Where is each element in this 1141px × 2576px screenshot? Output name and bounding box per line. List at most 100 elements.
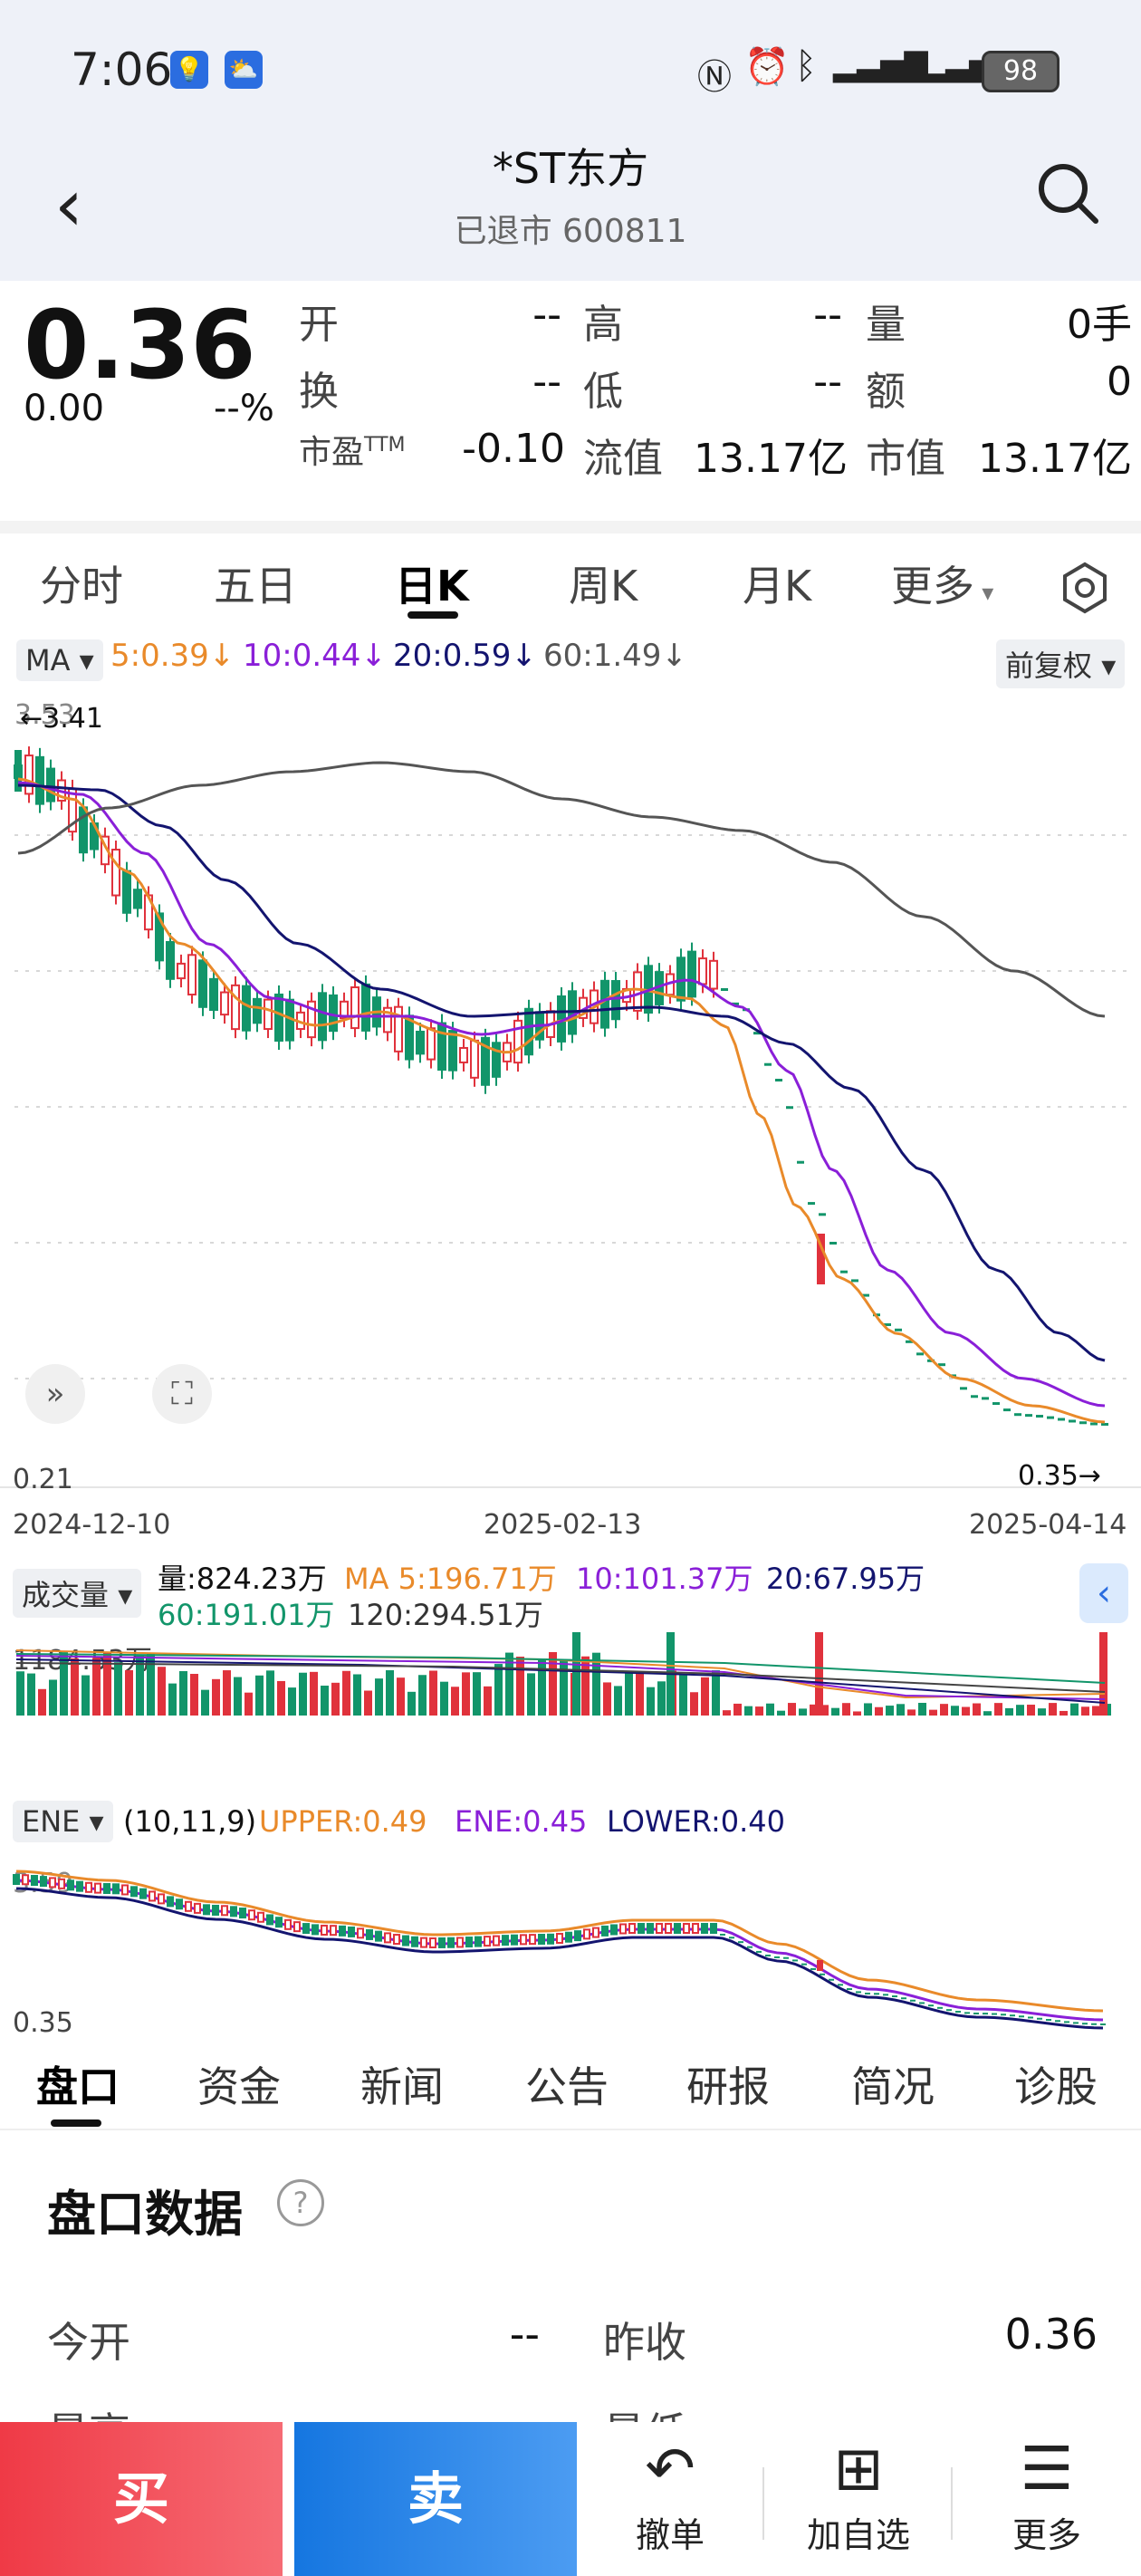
tab-news[interactable]: 新闻 <box>360 2062 444 2111</box>
ene-candle <box>85 1881 92 1893</box>
ma10-line <box>17 781 1106 1408</box>
low-label: 低 <box>583 369 623 415</box>
ene-candle <box>339 1925 346 1937</box>
volume-bar <box>918 1703 926 1716</box>
volume-bar <box>375 1678 383 1716</box>
ene-lower: LOWER:0.40 <box>607 1804 786 1839</box>
ene-candle <box>665 1923 672 1934</box>
tab-more[interactable]: 更多 ▾ <box>891 562 994 610</box>
volume-ma60: 60:191.01万 <box>158 1598 335 1632</box>
ene-candle <box>293 1921 301 1933</box>
volume-bar <box>572 1632 580 1716</box>
tab-intraday[interactable]: 分时 <box>40 562 123 610</box>
tab-weekly-k[interactable]: 周K <box>569 562 638 610</box>
candle-doji <box>906 1340 913 1343</box>
candle-body <box>177 962 186 980</box>
ene-candle <box>375 1930 382 1942</box>
ene-candle <box>22 1874 29 1886</box>
volume-bar <box>723 1710 731 1716</box>
expand-chart-icon[interactable]: » <box>25 1364 85 1424</box>
ene-candle <box>366 1928 373 1940</box>
volume-bar <box>1081 1706 1089 1716</box>
period-tabs: 分时 五日 日K 周K 月K 更多 ▾ <box>0 521 1141 633</box>
ene-selector[interactable]: ENE ▾ <box>13 1801 113 1842</box>
volume-bar <box>1070 1703 1079 1716</box>
volume-selector[interactable]: 成交量 ▾ <box>13 1569 142 1618</box>
ene-candle <box>865 1992 870 1994</box>
tab-orderbook[interactable]: 盘口 <box>36 2062 120 2111</box>
buy-button[interactable]: 买 <box>0 2422 283 2576</box>
candle-doji <box>1003 1408 1011 1412</box>
volume-bar <box>364 1690 372 1716</box>
ene-candle <box>838 1984 843 1986</box>
candle-body <box>231 984 240 1031</box>
search-icon[interactable] <box>1032 158 1105 230</box>
volume-bar <box>1016 1705 1024 1716</box>
ene-candle <box>302 1923 310 1935</box>
candle-body <box>111 849 120 897</box>
settings-icon[interactable] <box>1058 561 1112 615</box>
tab-monthly-k[interactable]: 月K <box>743 562 812 610</box>
ene-candle <box>185 1900 192 1912</box>
ene-candle <box>284 1918 292 1930</box>
volume-bar <box>799 1708 807 1716</box>
back-button[interactable]: ‹ <box>54 163 83 247</box>
volume-bar <box>886 1706 894 1716</box>
stock-title: *ST东方 <box>492 144 649 193</box>
ene-upper: UPPER:0.49 <box>259 1804 427 1839</box>
tab-research[interactable]: 研报 <box>686 2062 770 2111</box>
ma-selector[interactable]: MA ▾ <box>16 639 103 681</box>
collapse-panel-icon[interactable]: ‹ <box>1079 1563 1128 1623</box>
ene-candle <box>203 1904 210 1916</box>
ene-candle <box>194 1902 201 1914</box>
tab-profile[interactable]: 简况 <box>851 2062 935 2111</box>
add-watchlist-button[interactable]: ⊞ 加自选 <box>768 2422 949 2576</box>
more-button[interactable]: ☰ 更多 <box>956 2422 1137 2576</box>
candle-doji <box>960 1387 967 1390</box>
withdraw-label: 撤单 <box>635 2515 705 2555</box>
help-icon[interactable]: ? <box>277 2179 324 2226</box>
ene-candle <box>992 2013 997 2015</box>
ma5-line <box>17 777 1106 1424</box>
volume-bar <box>342 1670 350 1716</box>
candle-body <box>198 959 207 1008</box>
volume-chart[interactable] <box>0 1632 1141 1717</box>
ene-candle <box>484 1936 491 1947</box>
candle-body <box>350 986 360 1030</box>
volume-bar <box>853 1711 861 1716</box>
candle-body <box>524 1007 533 1056</box>
tab-daily-k[interactable]: 日K <box>395 562 469 610</box>
kline-top-axis: 3.53 <box>14 699 75 731</box>
tab-funds[interactable]: 资金 <box>197 2062 281 2111</box>
sell-button[interactable]: 卖 <box>294 2422 577 2576</box>
adjust-selector[interactable]: 前复权 ▾ <box>996 639 1126 688</box>
stock-subtitle: 已退市 600811 <box>454 213 687 250</box>
ene-candle <box>883 1994 888 1996</box>
candle-body <box>437 1022 446 1072</box>
fullscreen-icon[interactable]: ⛶ <box>152 1364 212 1424</box>
ene-candle <box>928 2004 934 2007</box>
candle-body <box>209 977 218 1012</box>
candle-doji <box>1047 1416 1054 1419</box>
candle-body <box>264 998 273 1031</box>
volume-ma20: 20:67.95万 <box>766 1562 925 1596</box>
prev-close-value: 0.36 <box>1004 2310 1098 2359</box>
candle-body <box>340 1000 349 1020</box>
market-cap-value: 13.17亿 <box>978 436 1132 482</box>
volume-bar <box>962 1706 970 1716</box>
last-price: 0.36 <box>24 290 256 400</box>
ene-candle <box>1001 2014 1006 2016</box>
ene-candle <box>729 1937 734 1939</box>
tab-diagnosis[interactable]: 诊股 <box>1014 2062 1098 2111</box>
date-start: 2024-12-10 <box>13 1509 171 1541</box>
tab-five-day[interactable]: 五日 <box>214 562 297 610</box>
withdraw-button[interactable]: ↶ 撤单 <box>580 2422 761 2576</box>
tab-announcements[interactable]: 公告 <box>525 2062 609 2111</box>
high-value: -- <box>813 292 842 338</box>
ene-chart[interactable] <box>0 1853 1141 2034</box>
volume-bar <box>462 1672 470 1716</box>
volume-bar <box>777 1710 785 1716</box>
battery-icon: 98 <box>982 51 1060 92</box>
volume-bar <box>842 1703 850 1716</box>
candle-doji <box>895 1328 902 1331</box>
